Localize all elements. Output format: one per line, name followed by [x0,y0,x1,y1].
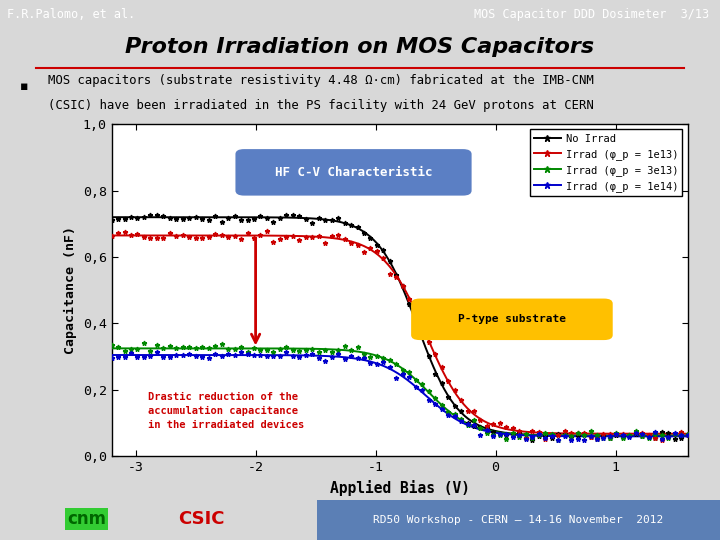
Text: CSIC: CSIC [179,510,225,528]
Text: Drastic reduction of the
accumulation capacitance
in the irradiated devices: Drastic reduction of the accumulation ca… [148,392,304,430]
Y-axis label: Capacitance (nF): Capacitance (nF) [64,226,77,354]
Text: Proton Irradiation on MOS Capacitors: Proton Irradiation on MOS Capacitors [125,37,595,57]
FancyBboxPatch shape [411,299,613,340]
X-axis label: Applied Bias (V): Applied Bias (V) [330,480,469,496]
Text: HF C-V Characteristic: HF C-V Characteristic [275,166,432,179]
FancyBboxPatch shape [235,149,472,195]
Text: cnm: cnm [67,510,106,528]
Bar [317,500,720,540]
Legend: No Irrad, Irrad (φ_p = 1e13), Irrad (φ_p = 3e13), Irrad (φ_p = 1e14): No Irrad, Irrad (φ_p = 1e13), Irrad (φ_p… [531,130,683,196]
Text: P-type substrate: P-type substrate [458,314,566,325]
Text: MOS Capacitor DDD Dosimeter  3/13: MOS Capacitor DDD Dosimeter 3/13 [474,8,709,22]
Text: (CSIC) have been irradiated in the PS facility with 24 GeV protons at CERN: (CSIC) have been irradiated in the PS fa… [48,99,594,112]
Text: RD50 Workshop - CERN – 14-16 November  2012: RD50 Workshop - CERN – 14-16 November 20… [373,515,664,525]
Text: F.R.Palomo, et al.: F.R.Palomo, et al. [7,8,135,22]
Text: MOS capacitors (substrate resistivity 4.48 Ω·cm) fabricated at the IMB-CNM: MOS capacitors (substrate resistivity 4.… [48,74,594,87]
Text: ▪: ▪ [20,80,28,93]
